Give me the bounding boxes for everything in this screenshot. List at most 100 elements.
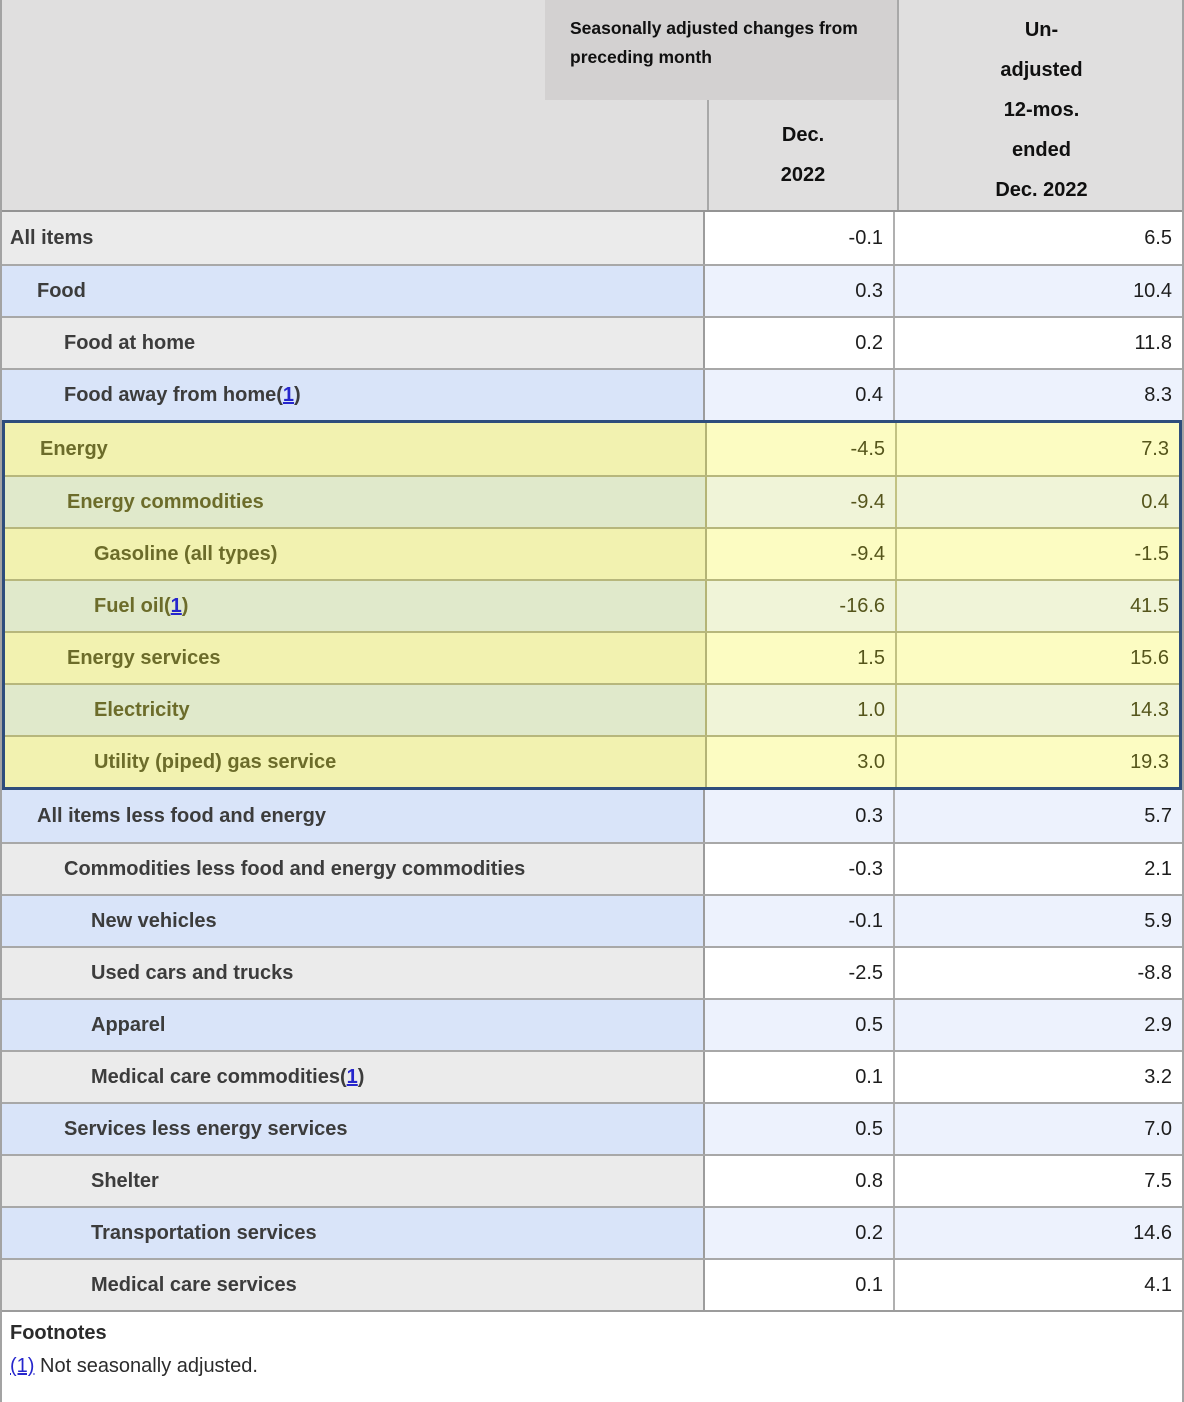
table-row: All items less food and energy 0.3 5.7 bbox=[2, 790, 1182, 842]
table-row: Food 0.3 10.4 bbox=[2, 264, 1182, 316]
table-row: Energy -4.5 7.3 bbox=[5, 423, 1179, 475]
table-row: Gasoline (all types) -9.4 -1.5 bbox=[5, 527, 1179, 579]
table-row: Energy services 1.5 15.6 bbox=[5, 631, 1179, 683]
12-mos-value: 6.5 bbox=[895, 212, 1182, 264]
row-label: All items less food and energy bbox=[2, 790, 705, 842]
unadjusted-header-line: Dec. 2022 bbox=[995, 179, 1088, 201]
dec-2022-value: 1.5 bbox=[707, 633, 897, 683]
dec-2022-value: 3.0 bbox=[707, 737, 897, 787]
row-label: Energy commodities bbox=[5, 477, 707, 527]
table-row: Medical care commodities(1) 0.1 3.2 bbox=[2, 1050, 1182, 1102]
dec-2022-value: -0.1 bbox=[705, 212, 895, 264]
row-label: New vehicles bbox=[2, 896, 705, 946]
12-mos-value: 14.6 bbox=[895, 1208, 1182, 1258]
12-mos-value: 5.9 bbox=[895, 896, 1182, 946]
unadjusted-column-header: Un- adjusted 12-mos. ended Dec. 2022 bbox=[897, 0, 1182, 210]
12-mos-value: 4.1 bbox=[895, 1260, 1182, 1310]
row-label: Shelter bbox=[2, 1156, 705, 1206]
footnote-link[interactable]: (1) bbox=[10, 1355, 35, 1377]
table-header: Seasonally adjusted changes from precedi… bbox=[2, 0, 1182, 212]
12-mos-value: 7.0 bbox=[895, 1104, 1182, 1154]
table-section-top: All items -0.1 6.5 Food 0.3 10.4 Food at home 0… bbox=[2, 212, 1182, 420]
footnote-link[interactable]: 1 bbox=[346, 1065, 358, 1088]
row-label: Food at home bbox=[2, 318, 705, 368]
unadjusted-header-line: ended bbox=[1012, 139, 1071, 161]
dec-2022-value: 0.4 bbox=[705, 370, 895, 420]
dec-2022-value: 0.5 bbox=[705, 1104, 895, 1154]
footnote-link[interactable]: 1 bbox=[282, 383, 295, 406]
dec-2022-value: 0.2 bbox=[705, 318, 895, 368]
table-row: Electricity 1.0 14.3 bbox=[5, 683, 1179, 735]
row-label: All items bbox=[2, 212, 705, 264]
row-label: Commodities less food and energy commodi… bbox=[2, 844, 705, 894]
dec-2022-value: -9.4 bbox=[707, 477, 897, 527]
12-mos-value: 8.3 bbox=[895, 370, 1182, 420]
12-mos-value: 15.6 bbox=[897, 633, 1179, 683]
12-mos-value: 7.5 bbox=[895, 1156, 1182, 1206]
dec-2022-value: -16.6 bbox=[707, 581, 897, 631]
row-label: Medical care commodities(1) bbox=[2, 1052, 705, 1102]
dec-2022-column-header: Dec. 2022 bbox=[707, 100, 897, 210]
row-label: Medical care services bbox=[2, 1260, 705, 1310]
row-label: Apparel bbox=[2, 1000, 705, 1050]
dec-2022-value: 0.2 bbox=[705, 1208, 895, 1258]
dec-header-line: 2022 bbox=[780, 164, 826, 186]
table-row: Transportation services 0.2 14.6 bbox=[2, 1206, 1182, 1258]
12-mos-value: 2.1 bbox=[895, 844, 1182, 894]
dec-2022-value: 0.5 bbox=[705, 1000, 895, 1050]
12-mos-value: 10.4 bbox=[895, 266, 1182, 316]
table-row: Utility (piped) gas service 3.0 19.3 bbox=[5, 735, 1179, 787]
seasonally-adjusted-header: Seasonally adjusted changes from precedi… bbox=[545, 0, 897, 100]
footnotes-section: Footnotes (1) Not seasonally adjusted. bbox=[2, 1310, 1182, 1402]
12-mos-value: -8.8 bbox=[895, 948, 1182, 998]
dec-2022-value: 1.0 bbox=[707, 685, 897, 735]
12-mos-value: 5.7 bbox=[895, 790, 1182, 842]
dec-2022-value: -4.5 bbox=[707, 423, 897, 475]
table-row: Commodities less food and energy commodi… bbox=[2, 842, 1182, 894]
row-label: Services less energy services bbox=[2, 1104, 705, 1154]
12-mos-value: 14.3 bbox=[897, 685, 1179, 735]
table-section-energy: Energy -4.5 7.3 Energy commodities -9.4 0.4 Ga… bbox=[2, 420, 1182, 790]
dec-2022-value: 0.1 bbox=[705, 1052, 895, 1102]
row-label: Fuel oil(1) bbox=[5, 581, 707, 631]
unadjusted-header-line: Un- bbox=[1024, 19, 1059, 41]
12-mos-value: 2.9 bbox=[895, 1000, 1182, 1050]
row-label: Energy bbox=[5, 423, 707, 475]
12-mos-value: -1.5 bbox=[897, 529, 1179, 579]
12-mos-value: 41.5 bbox=[897, 581, 1179, 631]
dec-2022-value: 0.1 bbox=[705, 1260, 895, 1310]
12-mos-value: 7.3 bbox=[897, 423, 1179, 475]
footnote-link[interactable]: 1 bbox=[170, 594, 182, 617]
row-label: Energy services bbox=[5, 633, 707, 683]
table-row: Shelter 0.8 7.5 bbox=[2, 1154, 1182, 1206]
footnote-item: (1) Not seasonally adjusted. bbox=[10, 1355, 258, 1377]
table-row: Used cars and trucks -2.5 -8.8 bbox=[2, 946, 1182, 998]
table-row: Fuel oil(1) -16.6 41.5 bbox=[5, 579, 1179, 631]
table-row: Food away from home(1) 0.4 8.3 bbox=[2, 368, 1182, 420]
dec-2022-value: 0.8 bbox=[705, 1156, 895, 1206]
table-row: Food at home 0.2 11.8 bbox=[2, 316, 1182, 368]
12-mos-value: 11.8 bbox=[895, 318, 1182, 368]
12-mos-value: 19.3 bbox=[897, 737, 1179, 787]
row-label: Electricity bbox=[5, 685, 707, 735]
table-row: All items -0.1 6.5 bbox=[2, 212, 1182, 264]
12-mos-value: 0.4 bbox=[897, 477, 1179, 527]
dec-2022-value: -0.1 bbox=[705, 896, 895, 946]
dec-header-line: Dec. bbox=[781, 124, 825, 146]
table-section-bottom: All items less food and energy 0.3 5.7 Comm… bbox=[2, 790, 1182, 1310]
table-row: Services less energy services 0.5 7.0 bbox=[2, 1102, 1182, 1154]
dec-2022-value: -9.4 bbox=[707, 529, 897, 579]
dec-2022-value: -0.3 bbox=[705, 844, 895, 894]
12-mos-value: 3.2 bbox=[895, 1052, 1182, 1102]
dec-2022-value: 0.3 bbox=[705, 266, 895, 316]
row-label: Gasoline (all types) bbox=[5, 529, 707, 579]
unadjusted-header-line: adjusted bbox=[1000, 59, 1083, 81]
table-row: Apparel 0.5 2.9 bbox=[2, 998, 1182, 1050]
footnotes-title: Footnotes bbox=[10, 1322, 107, 1344]
dec-2022-value: -2.5 bbox=[705, 948, 895, 998]
row-label: Transportation services bbox=[2, 1208, 705, 1258]
row-label: Food away from home(1) bbox=[2, 370, 705, 420]
row-label: Utility (piped) gas service bbox=[5, 737, 707, 787]
dec-2022-value: 0.3 bbox=[705, 790, 895, 842]
row-label: Used cars and trucks bbox=[2, 948, 705, 998]
